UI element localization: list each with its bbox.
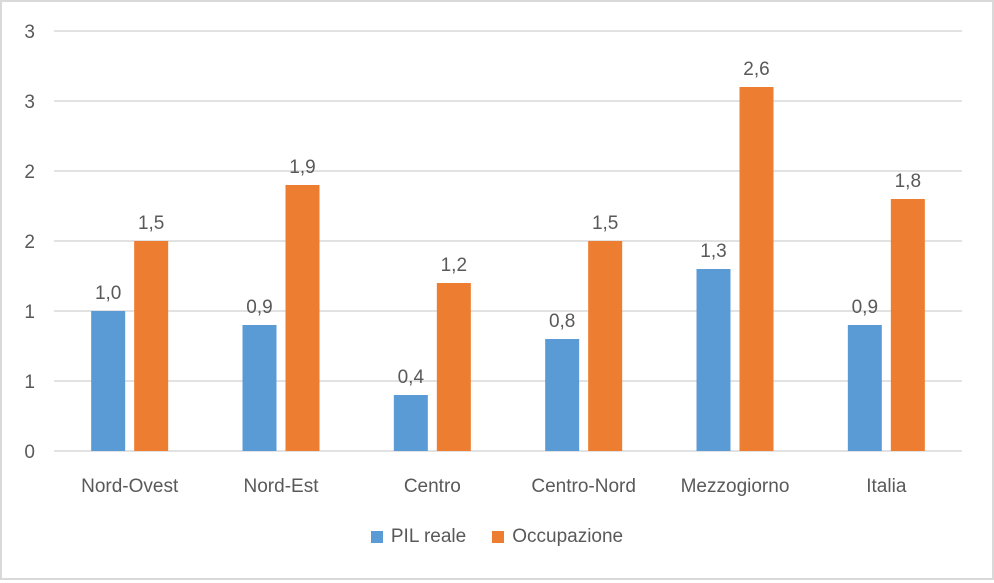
legend-item-pil-reale: PIL reale xyxy=(370,526,467,548)
legend-swatch-pil-reale xyxy=(370,531,383,543)
bar-occupazione xyxy=(588,241,623,451)
legend-swatch-occupazione xyxy=(492,531,505,543)
bar-pil-reale xyxy=(242,325,277,451)
y-tick-label: 0 xyxy=(24,442,35,463)
data-label: 1,3 xyxy=(700,241,726,262)
y-tick-label: 3 xyxy=(24,22,35,43)
bar-pil-reale xyxy=(91,311,126,451)
x-tick-label: Italia xyxy=(866,476,907,497)
data-label: 1,8 xyxy=(895,171,921,192)
legend-label-occupazione: Occupazione xyxy=(512,526,624,547)
bar-pil-reale xyxy=(696,269,731,451)
data-label: 1,9 xyxy=(289,157,315,178)
x-tick-label: Centro xyxy=(404,476,461,497)
y-tick-label: 1 xyxy=(24,302,35,323)
bar-occupazione xyxy=(134,241,169,451)
x-tick-label: Centro-Nord xyxy=(531,476,636,497)
bar-occupazione xyxy=(285,185,320,451)
data-label: 1,5 xyxy=(592,213,618,234)
data-label: 1,2 xyxy=(441,255,467,276)
y-tick-label: 1 xyxy=(24,372,35,393)
bar-occupazione xyxy=(739,87,774,451)
bar-occupazione xyxy=(890,199,925,451)
data-label: 2,6 xyxy=(743,59,769,80)
x-tick-label: Nord-Est xyxy=(244,476,320,497)
x-tick-label: Nord-Ovest xyxy=(81,476,179,497)
legend: PIL reale Occupazione xyxy=(0,526,994,548)
bar-occupazione xyxy=(436,283,471,451)
data-label: 1,0 xyxy=(95,283,121,304)
bar-pil-reale xyxy=(847,325,882,451)
x-tick-label: Mezzogiorno xyxy=(681,476,790,497)
y-tick-label: 2 xyxy=(24,232,35,253)
y-tick-label: 3 xyxy=(24,92,35,113)
data-label: 0,4 xyxy=(398,367,425,388)
legend-label-pil-reale: PIL reale xyxy=(390,526,467,547)
data-label: 0,8 xyxy=(549,311,575,332)
y-tick-label: 2 xyxy=(24,162,35,183)
bar-pil-reale xyxy=(393,395,428,451)
data-label: 0,9 xyxy=(246,297,272,318)
bar-pil-reale xyxy=(545,339,580,451)
data-label: 0,9 xyxy=(852,297,878,318)
data-label: 1,5 xyxy=(138,213,164,234)
legend-item-occupazione: Occupazione xyxy=(492,526,623,548)
